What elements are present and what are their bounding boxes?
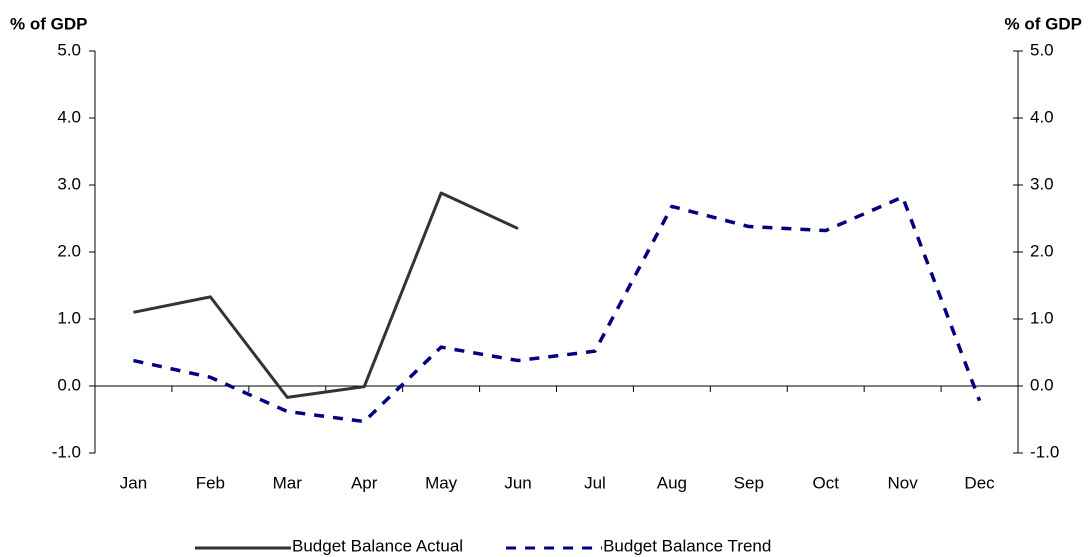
x-tick-label: Dec [964, 473, 995, 492]
x-tick-label: Aug [657, 473, 687, 492]
x-tick-label: Jul [584, 473, 606, 492]
series-line [133, 195, 982, 424]
y-tick-label: -1.0 [52, 442, 81, 461]
series-line [133, 191, 519, 399]
y2-tick-label: 3.0 [1030, 174, 1054, 193]
x-tick-label: Mar [273, 473, 303, 492]
y2-tick-label: -1.0 [1030, 442, 1059, 461]
y-tick-label: 1.0 [57, 308, 81, 327]
y-tick-label: 0.0 [57, 375, 81, 394]
y2-tick-label: 5.0 [1030, 40, 1054, 59]
x-tick-label: Nov [888, 473, 919, 492]
x-tick-label: Jun [504, 473, 531, 492]
x-tick-label: Oct [812, 473, 839, 492]
y2-axis-label: % of GDP [1005, 14, 1082, 33]
y-tick-label: 3.0 [57, 174, 81, 193]
y2-tick-label: 4.0 [1030, 107, 1054, 126]
x-tick-label: Jan [120, 473, 147, 492]
y2-tick-label: 2.0 [1030, 241, 1054, 260]
x-tick-label: Feb [196, 473, 225, 492]
y-tick-label: 5.0 [57, 40, 81, 59]
y-tick-label: 2.0 [57, 241, 81, 260]
legend-label: Budget Balance Actual [292, 536, 463, 555]
x-tick-label: May [425, 473, 458, 492]
y-axis-label: % of GDP [10, 14, 87, 33]
x-tick-label: Sep [734, 473, 764, 492]
legend-label: Budget Balance Trend [603, 536, 771, 555]
y2-tick-label: 1.0 [1030, 308, 1054, 327]
y-tick-label: 4.0 [57, 107, 81, 126]
x-tick-label: Apr [351, 473, 378, 492]
y2-tick-label: 0.0 [1030, 375, 1054, 394]
